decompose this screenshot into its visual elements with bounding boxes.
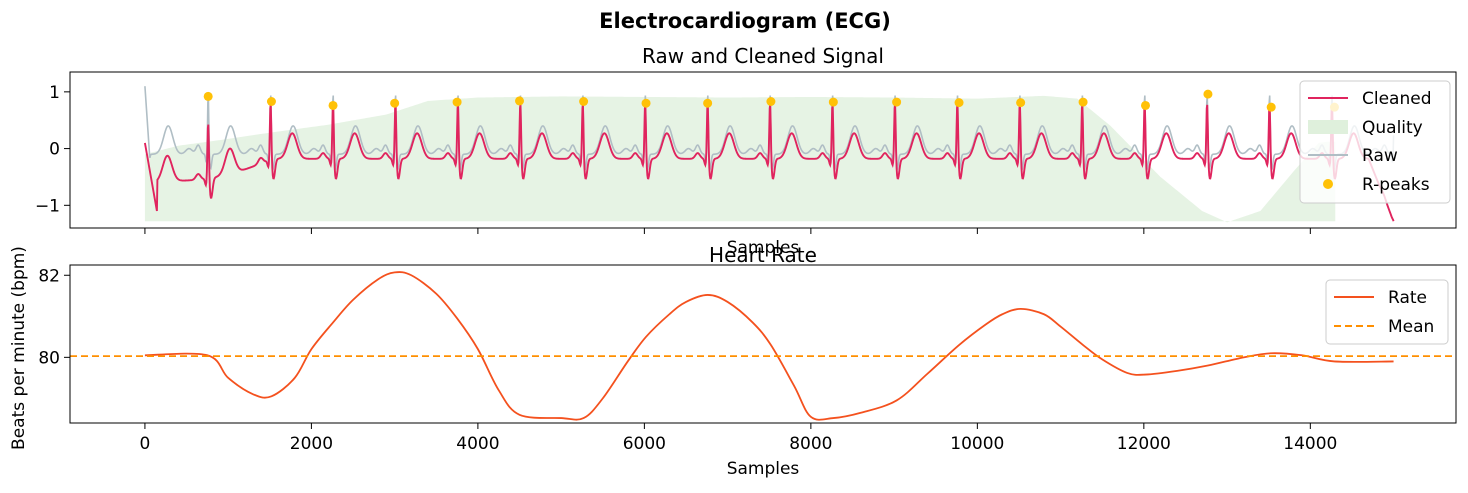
r-peak-point xyxy=(452,97,462,107)
quality-band xyxy=(144,95,1336,223)
panel-title-raw-cleaned: Raw and Cleaned Signal xyxy=(642,44,884,68)
r-peak-point xyxy=(1016,98,1026,108)
heart-rate-legend: Rate Mean xyxy=(1325,279,1449,345)
x-tick-label: 10000 xyxy=(950,434,1004,454)
r-peak-point xyxy=(703,98,713,108)
r-peak-point xyxy=(766,97,776,106)
legend-label-rate: Rate xyxy=(1388,288,1427,308)
legend-swatch-quality xyxy=(1308,120,1348,134)
legend-label-mean: Mean xyxy=(1388,317,1434,337)
r-peak-point xyxy=(954,98,964,108)
r-peak-point xyxy=(1141,100,1150,110)
r-peak-point xyxy=(1078,97,1088,107)
raw-cleaned-legend: Cleaned Quality Raw R-peaks xyxy=(1299,80,1451,204)
r-peak-point xyxy=(390,98,400,108)
r-peak-point xyxy=(266,97,276,106)
legend-label-r-peaks: R-peaks xyxy=(1362,175,1430,195)
r-peak-point xyxy=(515,96,525,106)
x-tick-label: 14000 xyxy=(1283,434,1337,454)
y-tick-label: 80 xyxy=(38,348,60,368)
heart-rate-xlabel: Samples xyxy=(727,459,800,479)
legend-label-quality: Quality xyxy=(1362,118,1423,138)
r-peak-point xyxy=(641,98,651,108)
legend-swatch-r-peaks xyxy=(1323,179,1333,189)
r-peak-point xyxy=(328,100,338,110)
legend-box-raw-cleaned xyxy=(1299,80,1451,204)
legend-label-cleaned: Cleaned xyxy=(1362,89,1432,109)
r-peak-point xyxy=(892,97,902,107)
figure-title: Electrocardiogram (ECG) xyxy=(599,9,891,33)
y-tick-label: 0 xyxy=(49,140,60,160)
panel-title-heart-rate: Heart Rate xyxy=(709,243,817,267)
raw-cleaned-xlabel: Samples xyxy=(727,238,800,258)
rate-line xyxy=(144,271,1394,421)
x-tick-label: 2000 xyxy=(290,434,333,454)
heart-rate-ylabel: Beats per minute (bpm) xyxy=(9,246,29,450)
x-tick-label: 4000 xyxy=(456,434,499,454)
raw-cleaned-panel: Raw and Cleaned Signal −1 0 1 Samples Clea… xyxy=(35,44,1457,258)
r-peak-point xyxy=(1266,102,1276,112)
heart-rate-axes-frame xyxy=(69,264,1457,424)
x-tick-label: 0 xyxy=(140,434,151,454)
legend-label-raw: Raw xyxy=(1362,146,1398,166)
r-peak-point xyxy=(1203,89,1213,99)
y-tick-label: −1 xyxy=(35,196,60,216)
y-tick-label: 1 xyxy=(49,83,60,103)
r-peak-point xyxy=(203,91,213,101)
x-tick-label: 6000 xyxy=(623,434,666,454)
y-tick-label: 82 xyxy=(38,266,60,286)
cleaned-signal-line xyxy=(143,104,1395,222)
x-tick-label: 12000 xyxy=(1117,434,1171,454)
r-peak-point xyxy=(579,97,589,106)
raw-cleaned-axes-frame xyxy=(69,71,1457,229)
x-tick-label: 8000 xyxy=(789,434,832,454)
heart-rate-panel: Heart Rate 0 2000 4000 6000 8000 10000 12000 14… xyxy=(9,243,1457,479)
r-peak-point xyxy=(828,97,838,107)
